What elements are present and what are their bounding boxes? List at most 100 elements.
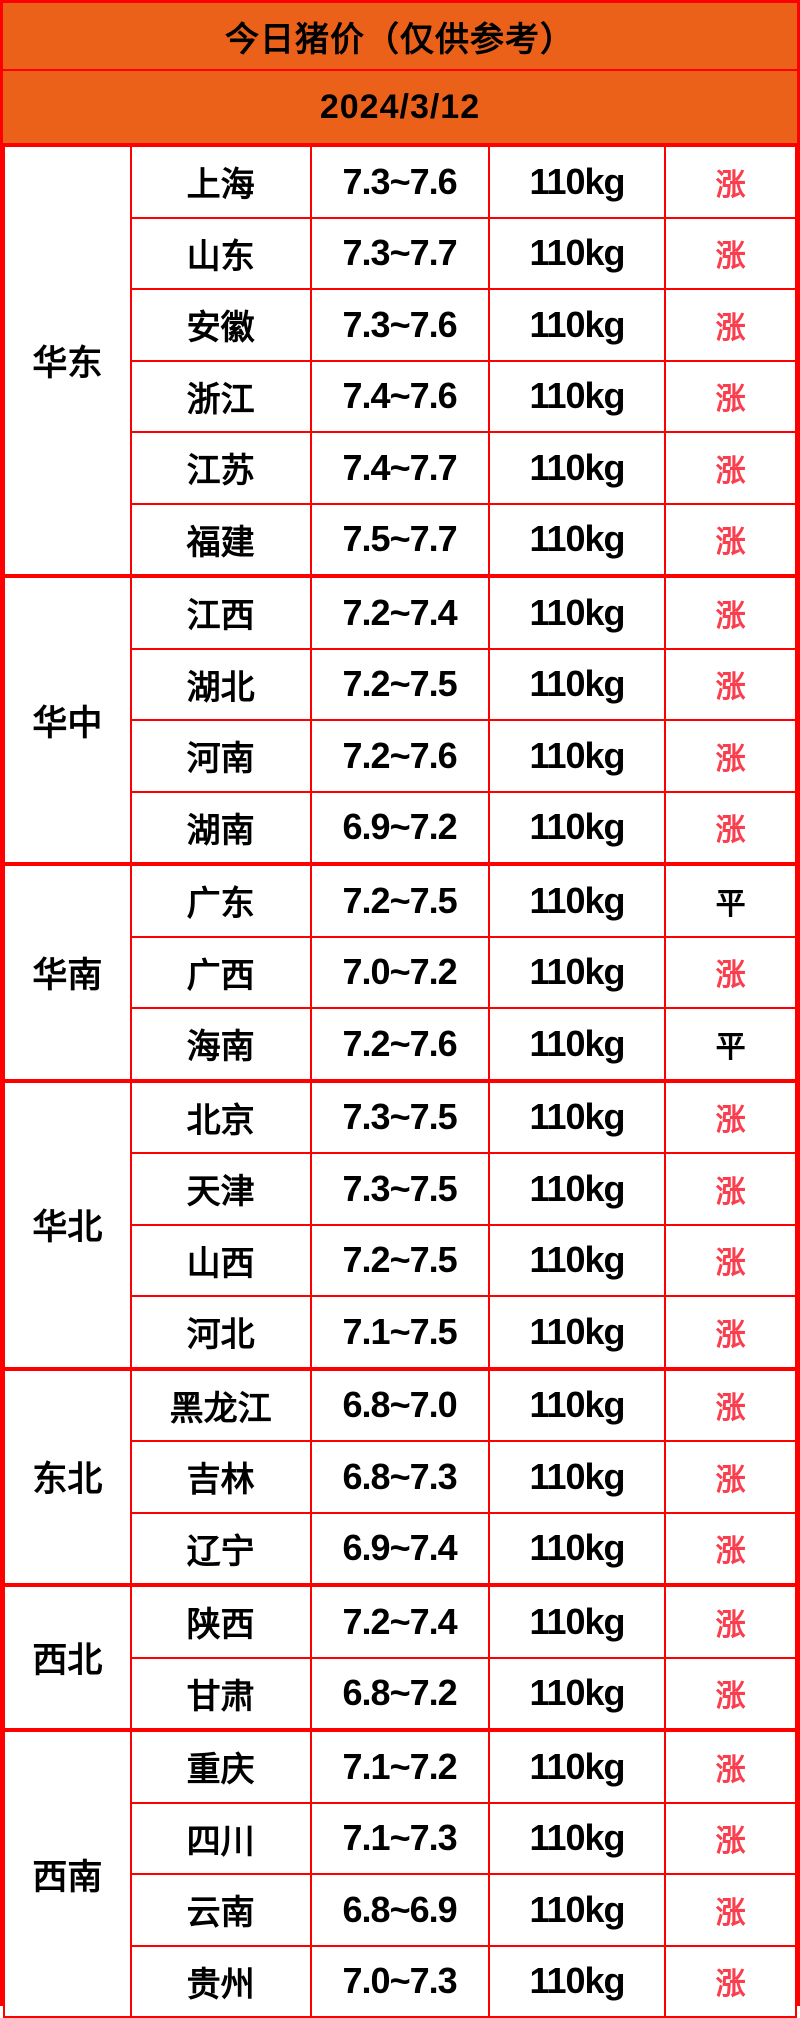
province-cell: 天津 [129,1152,312,1226]
price-cell: 7.4~7.6 [309,359,490,433]
region-cell: 华北 [3,1078,132,1370]
status-cell: 涨 [664,502,797,577]
weight-cell: 110kg [487,1511,667,1586]
price-cell: 7.3~7.6 [309,288,490,362]
weight-cell: 110kg [487,1944,667,2018]
province-cell: 安徽 [129,288,312,362]
province-cell: 广西 [129,935,312,1009]
weight-cell: 110kg [487,790,667,865]
province-cell: 四川 [129,1801,312,1875]
price-cell: 7.0~7.3 [309,1944,490,2018]
province-cell: 云南 [129,1873,312,1947]
table-row: 河南 7.2~7.6 110kg 涨 [4,719,797,793]
weight-cell: 110kg [487,1007,667,1082]
price-cell: 7.0~7.2 [309,935,490,1009]
weight-cell: 110kg [487,431,667,505]
status-cell: 涨 [664,1511,797,1586]
price-cell: 7.3~7.5 [309,1078,490,1154]
table-row: 西北 陕西 7.2~7.4 110kg 涨 [3,1583,797,1731]
province-cell: 上海 [129,143,312,219]
price-table-body: 华东 上海 7.3~7.6 110kg 涨山东 7.3~7.7 110kg 涨安徽 7.3~7.… [3,143,797,2018]
province-cell: 甘肃 [129,1656,312,1731]
status-cell: 涨 [664,790,797,865]
price-cell: 7.1~7.3 [309,1801,490,1875]
province-cell: 重庆 [129,1728,312,1804]
status-cell: 涨 [664,1944,797,2018]
price-cell: 6.8~7.0 [309,1366,490,1442]
status-cell: 平 [664,1007,797,1082]
region-cell: 东北 [3,1366,132,1586]
weight-cell: 110kg [487,216,667,290]
status-cell: 涨 [664,574,797,650]
region-cell: 西南 [3,1728,132,2018]
province-cell: 吉林 [129,1440,312,1514]
price-cell: 7.3~7.5 [309,1152,490,1226]
weight-cell: 110kg [487,1583,667,1659]
status-cell: 涨 [664,935,797,1009]
status-cell: 涨 [664,143,797,219]
table-row: 东北 黑龙江 6.8~7.0 110kg 涨 [3,1366,797,1586]
weight-cell: 110kg [487,862,667,938]
table-row: 天津 7.3~7.5 110kg 涨 [4,1152,797,1226]
price-cell: 6.9~7.2 [309,790,490,865]
table-row: 四川 7.1~7.3 110kg 涨 [4,1801,797,1875]
page-title: 今日猪价（仅供参考） [3,3,797,71]
weight-cell: 110kg [487,1440,667,1514]
province-cell: 山西 [129,1223,312,1297]
table-row: 西南 重庆 7.1~7.2 110kg 涨 [3,1728,797,2018]
status-cell: 涨 [664,1801,797,1875]
table-row: 华北 北京 7.3~7.5 110kg 涨 [3,1078,797,1370]
table-row: 华中 江西 7.2~7.4 110kg 涨 [3,574,797,865]
status-cell: 涨 [664,719,797,793]
price-cell: 6.9~7.4 [309,1511,490,1586]
province-cell: 江苏 [129,431,312,505]
weight-cell: 110kg [487,143,667,219]
table-row: 云南 6.8~6.9 110kg 涨 [4,1873,797,1947]
province-cell: 北京 [129,1078,312,1154]
weight-cell: 110kg [487,1728,667,1804]
weight-cell: 110kg [487,1801,667,1875]
price-cell: 7.2~7.4 [309,574,490,650]
table-row: 福建 7.5~7.7 110kg 涨 [4,502,797,577]
province-cell: 陕西 [129,1583,312,1659]
status-cell: 涨 [664,1728,797,1804]
table-row: 辽宁 6.9~7.4 110kg 涨 [4,1511,797,1586]
weight-cell: 110kg [487,935,667,1009]
table-row: 华南 广东 7.2~7.5 110kg 平 [3,862,797,1082]
region-cell: 华南 [3,862,132,1082]
province-cell: 河南 [129,719,312,793]
price-cell: 7.1~7.5 [309,1295,490,1370]
weight-cell: 110kg [487,719,667,793]
price-cell: 7.1~7.2 [309,1728,490,1804]
table-row: 海南 7.2~7.6 110kg 平 [4,1007,797,1082]
province-cell: 海南 [129,1007,312,1082]
price-cell: 7.5~7.7 [309,502,490,577]
price-cell: 7.3~7.7 [309,216,490,290]
status-cell: 涨 [664,1295,797,1370]
weight-cell: 110kg [487,1873,667,1947]
price-cell: 7.2~7.4 [309,1583,490,1659]
weight-cell: 110kg [487,502,667,577]
price-cell: 6.8~7.3 [309,1440,490,1514]
status-cell: 涨 [664,1078,797,1154]
status-cell: 涨 [664,431,797,505]
status-cell: 涨 [664,1223,797,1297]
weight-cell: 110kg [487,1152,667,1226]
price-table: 华东 上海 7.3~7.6 110kg 涨山东 7.3~7.7 110kg 涨安徽 7.3~7.… [3,143,797,2018]
price-cell: 6.8~6.9 [309,1873,490,1947]
status-cell: 涨 [664,1366,797,1442]
status-cell: 涨 [664,359,797,433]
weight-cell: 110kg [487,1366,667,1442]
price-cell: 7.2~7.5 [309,1223,490,1297]
price-cell: 7.2~7.6 [309,719,490,793]
table-row: 山西 7.2~7.5 110kg 涨 [4,1223,797,1297]
province-cell: 福建 [129,502,312,577]
price-cell: 7.2~7.5 [309,647,490,721]
date-header: 2024/3/12 [3,71,797,143]
weight-cell: 110kg [487,574,667,650]
status-cell: 涨 [664,1873,797,1947]
province-cell: 河北 [129,1295,312,1370]
weight-cell: 110kg [487,1078,667,1154]
status-cell: 涨 [664,1440,797,1514]
